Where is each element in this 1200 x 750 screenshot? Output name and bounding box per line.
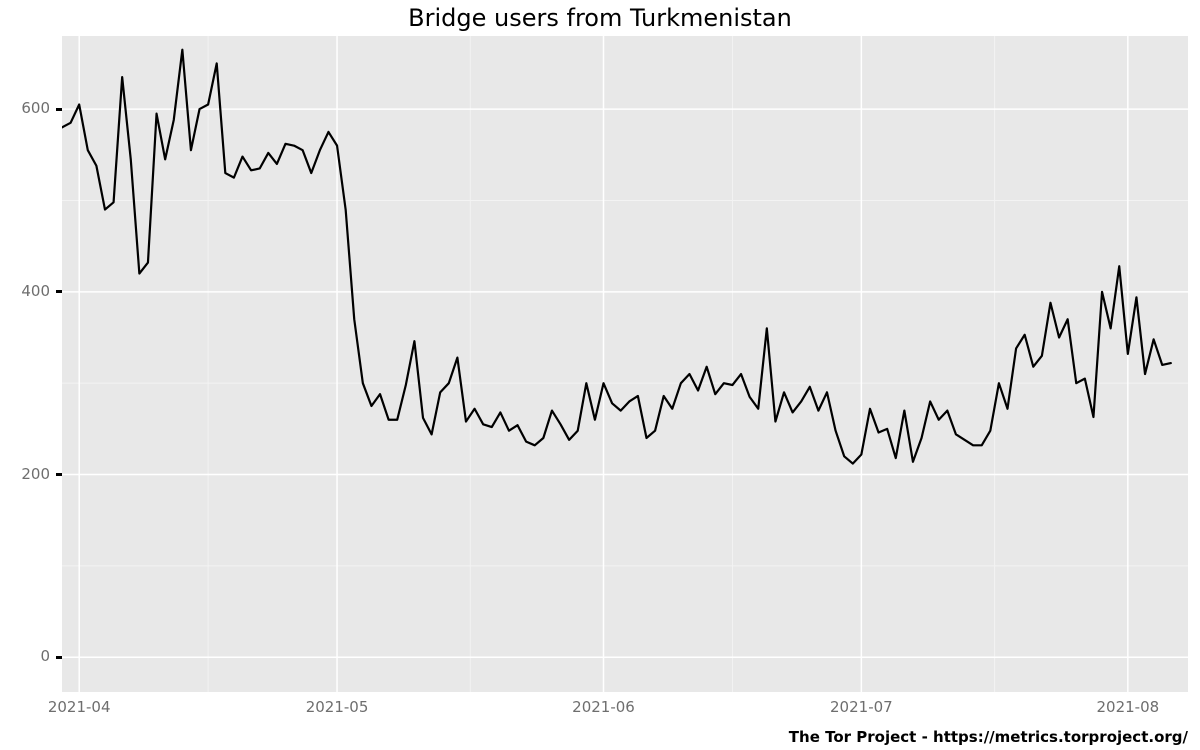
- y-tick-mark: [56, 290, 62, 293]
- x-tick-label: 2021-06: [572, 698, 635, 716]
- chart-plot-area: [62, 36, 1188, 692]
- x-tick-label: 2021-08: [1096, 698, 1159, 716]
- y-tick-label: 400: [10, 282, 50, 300]
- y-tick-label: 200: [10, 465, 50, 483]
- y-tick-label: 0: [10, 647, 50, 665]
- x-tick-label: 2021-07: [830, 698, 893, 716]
- chart-container: Bridge users from Turkmenistan 0 200 400 60…: [0, 0, 1200, 750]
- x-tick-label: 2021-05: [306, 698, 369, 716]
- chart-title: Bridge users from Turkmenistan: [0, 4, 1200, 32]
- x-tick-label: 2021-04: [48, 698, 111, 716]
- y-tick-mark: [56, 656, 62, 659]
- y-tick-mark: [56, 473, 62, 476]
- y-tick-mark: [56, 108, 62, 111]
- y-tick-label: 600: [10, 99, 50, 117]
- chart-footer: The Tor Project - https://metrics.torpro…: [789, 728, 1188, 746]
